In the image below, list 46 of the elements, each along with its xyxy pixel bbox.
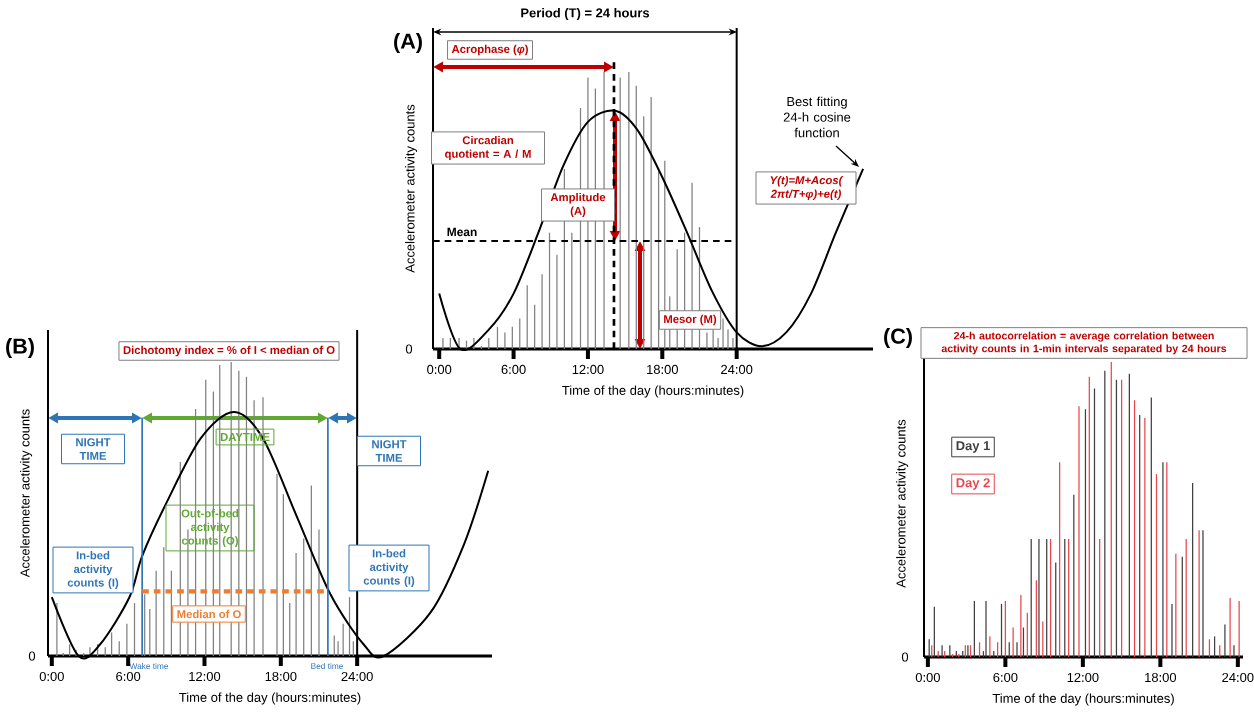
annotation: NIGHT TIME (76, 438, 111, 460)
annotation: In-bed activity counts (I) (67, 551, 119, 589)
ref-line-label: Wake time (129, 662, 169, 670)
chart-title: (A) (394, 32, 422, 54)
text: 24-h autocorrelation = average correlation between activity counts in 1-min intervals separated by 24 hours (941, 331, 1227, 355)
ref-line-label: Median of O (177, 609, 241, 619)
annotation: Circadian quotient = A / M (445, 135, 531, 161)
x-axis-title: Time of the day (hours:minutes) (179, 692, 361, 705)
x-tick-label: 6:00 (501, 364, 526, 375)
x-tick-label: 0:00 (427, 364, 452, 375)
x-tick-label: 0:00 (915, 672, 940, 683)
x-tick-label: 6:00 (993, 672, 1018, 683)
ref-line-label: Bed time (311, 662, 343, 670)
text: 0 (405, 344, 413, 354)
text: Day 1 (956, 441, 990, 453)
annotation: In-bed activity counts (I) (363, 549, 415, 587)
x-tick-label: 18:00 (265, 671, 297, 682)
text: 0 (28, 651, 36, 661)
chart-title: (C) (884, 327, 912, 349)
annotation: Amplitude (A) (550, 192, 606, 218)
x-tick-label: 18:00 (1145, 672, 1177, 683)
x-tick-label: 24:00 (341, 671, 373, 682)
x-tick-label: 18:00 (647, 364, 678, 375)
x-tick-label: 12:00 (189, 671, 221, 682)
y-axis-title: Accelerometer activity counts (405, 104, 418, 273)
x-tick-label: 24:00 (721, 364, 753, 375)
x-tick-label: 24:00 (1222, 672, 1254, 683)
text: 0 (901, 652, 909, 662)
text: Period (T) = 24 hours (521, 7, 650, 21)
annotation: Best fitting 24-h cosine function (783, 96, 851, 138)
x-tick-label: 12:00 (1067, 672, 1099, 683)
x-tick-label: 12:00 (572, 364, 604, 375)
annotation: Y(t)=M+Acos( 2πt/T+φ)+e(t) (770, 175, 844, 201)
text: Dichotomy index = % of I < median of O (123, 345, 335, 357)
text: Acrophase (φ) (451, 44, 528, 56)
y-axis-title: Accelerometer activity counts (20, 409, 33, 578)
x-tick-label: 0:00 (39, 671, 64, 682)
text: Day 2 (956, 478, 990, 490)
x-axis-title: Time of the day (hours:minutes) (562, 385, 744, 398)
ref-line-label: Mean (447, 227, 477, 237)
x-axis-title: Time of the day (hours:minutes) (992, 693, 1174, 706)
chart-title: (B) (6, 337, 34, 359)
x-tick-label: 6:00 (116, 671, 141, 682)
y-axis-title: Accelerometer activity counts (896, 419, 909, 588)
annotation: NIGHT TIME (372, 440, 407, 462)
annotation: Mesor (M) (664, 314, 717, 326)
